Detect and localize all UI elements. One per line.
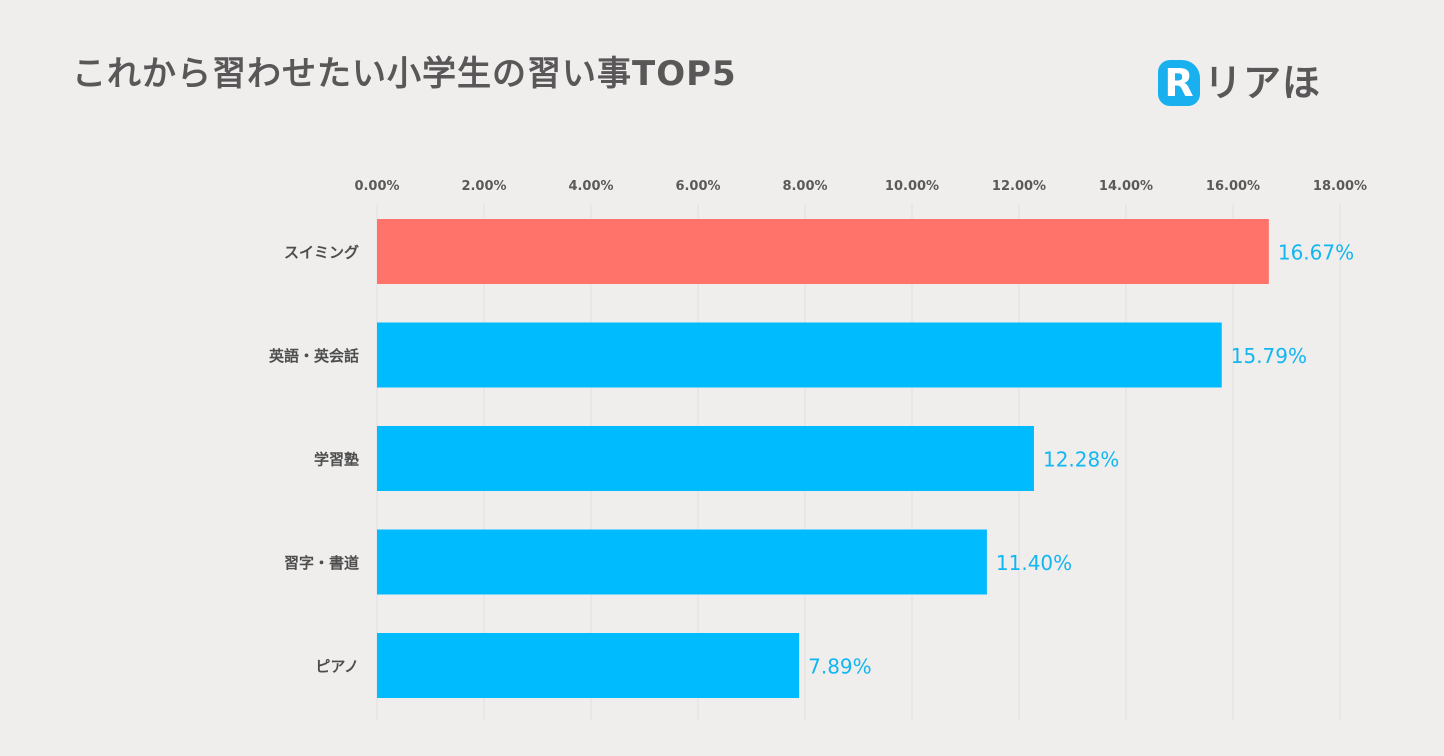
category-label: ピアノ — [315, 658, 359, 676]
value-labels: 16.67% 15.79% 12.28% 11.40% 7.89% — [808, 241, 1354, 679]
brand-logo[interactable]: R リアほ — [1158, 58, 1321, 108]
x-tick-label: 18.00% — [1313, 179, 1367, 194]
logo-r-icon: R — [1158, 60, 1200, 106]
x-tick-label: 0.00% — [354, 179, 399, 194]
x-tick-label: 2.00% — [461, 179, 506, 194]
value-label: 12.28% — [1043, 448, 1119, 472]
bar — [377, 633, 800, 698]
x-tick-label: 16.00% — [1206, 179, 1260, 194]
bar — [377, 219, 1269, 284]
x-tick-label: 8.00% — [782, 179, 827, 194]
value-label: 15.79% — [1231, 344, 1307, 368]
value-label: 11.40% — [996, 551, 1072, 575]
x-tick-label: 6.00% — [675, 179, 720, 194]
x-tick-label: 4.00% — [568, 179, 613, 194]
bar — [377, 322, 1222, 388]
x-axis-ticks: 0.00% 2.00% 4.00% 6.00% 8.00% 10.00% 12.00% 14.… — [354, 179, 1367, 194]
logo-text: リアほ — [1204, 61, 1322, 105]
bar — [377, 529, 987, 595]
category-label: 習字・書道 — [284, 554, 359, 572]
category-label: 学習塾 — [314, 451, 359, 469]
x-tick-label: 14.00% — [1099, 179, 1153, 194]
value-label: 7.89% — [808, 655, 872, 679]
category-label: 英語・英会話 — [269, 347, 359, 365]
page-title: これから習わせたい小学生の習い事TOP5 — [72, 54, 737, 94]
value-label: 16.67% — [1278, 241, 1354, 265]
x-tick-label: 12.00% — [992, 179, 1046, 194]
category-label: スイミング — [284, 244, 359, 262]
bar — [377, 426, 1034, 491]
x-tick-label: 10.00% — [885, 179, 939, 194]
bars — [377, 219, 1269, 698]
